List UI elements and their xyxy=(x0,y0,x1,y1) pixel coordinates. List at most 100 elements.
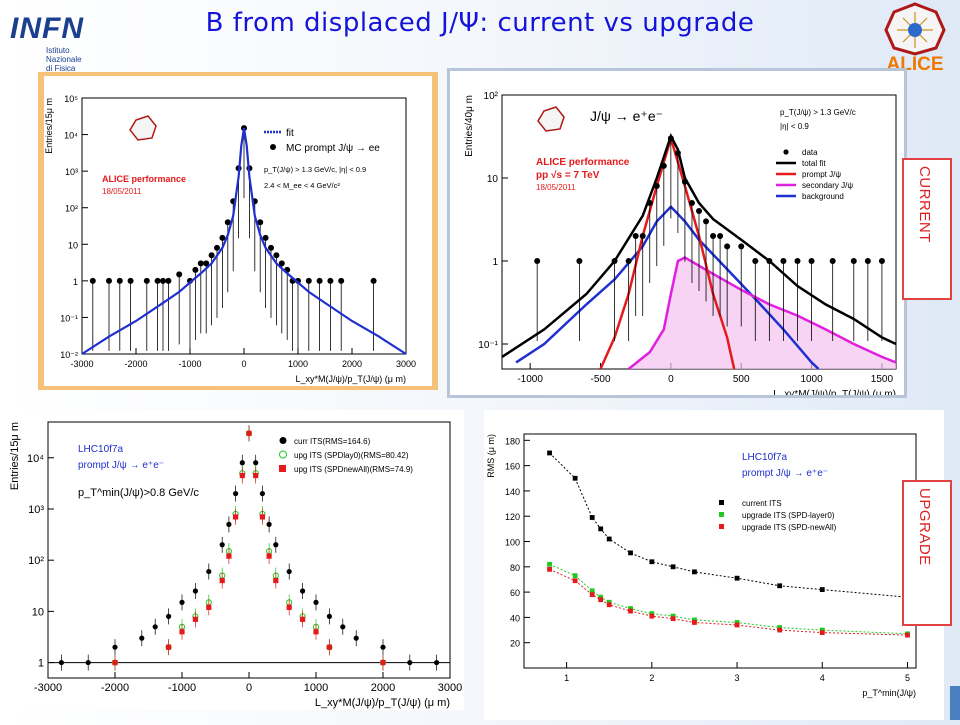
rms-y-tick-label: 180 xyxy=(505,436,520,446)
fit-data-point xyxy=(646,199,653,206)
fit-x-tick-label: -1000 xyxy=(517,374,543,385)
its-data-point xyxy=(273,542,279,548)
fit-legend-label: background xyxy=(802,192,844,201)
chart-data-fit: -1000 -500 0 500 1000 1500 10⁻¹ 1 10 10² L_xy*M(J/… xyxy=(464,91,897,400)
rms-y-tick-label: 80 xyxy=(510,563,520,573)
mc-fit-line xyxy=(81,127,407,355)
panel-its-compare: -3000 -2000 -1000 0 1000 2000 3000 1 10 10² 10³ 10⁴… xyxy=(4,410,464,710)
fit-data-point xyxy=(625,258,632,265)
mc-y-tick-label: 10 xyxy=(68,240,78,250)
rms-data-point xyxy=(777,583,783,589)
its-data-point xyxy=(286,568,292,575)
mc-data-point xyxy=(370,277,377,284)
infn-logo: INFN Istituto Nazionale di Fisica Nuclea… xyxy=(4,2,104,82)
rms-data-point xyxy=(734,622,740,628)
its-legend-swatch xyxy=(279,437,287,444)
rms-data-point xyxy=(734,620,740,625)
its-y-tick-label: 10² xyxy=(28,555,44,567)
its-data-point xyxy=(219,577,225,584)
mc-x-tick-label: 1000 xyxy=(288,359,308,369)
fit-annotation-eta: |η| < 0.9 xyxy=(780,122,809,131)
rms-plot-frame xyxy=(523,433,917,669)
rms-x-tick-label: 2 xyxy=(649,673,654,683)
rms-legend-swatch xyxy=(719,500,724,505)
mc-data-point xyxy=(160,277,166,284)
mc-annotation-cuts: p_T(J/ψ) > 1.3 GeV/c, |η| < 0.9 xyxy=(264,165,366,174)
panel-rms-vs-pt: 1 2 3 4 5 20 40 60 80 100 120 140 160 180 p_T^min(J/ψ)… xyxy=(484,410,944,720)
its-x-axis-label: L_xy*M(J/ψ)/p_T(J/ψ) (μ m) xyxy=(315,697,450,709)
fit-y-tick-label: 10⁻¹ xyxy=(478,340,498,351)
its-y-tick-label: 10³ xyxy=(28,504,44,516)
panel-data-fit: -1000 -500 0 500 1000 1500 10⁻¹ 1 10 10² L_xy*M(J/… xyxy=(450,71,904,400)
fit-y-axis-label: Entries/40μ m xyxy=(464,95,475,157)
its-data-point xyxy=(300,588,306,594)
rms-y-tick-label: 100 xyxy=(505,538,520,548)
its-data-point xyxy=(206,604,212,610)
alice-emblem-icon xyxy=(884,2,946,56)
its-x-tick-label: -2000 xyxy=(101,682,129,694)
mc-data-point xyxy=(106,277,112,284)
its-title: LHC10f7a xyxy=(78,444,123,455)
fit-legend-label: data xyxy=(802,148,818,157)
slide-title: B from displaced J/Ψ: current vs upgrade xyxy=(205,8,755,38)
fit-data-point xyxy=(703,218,710,225)
fit-data-point xyxy=(717,233,724,240)
rms-data-point xyxy=(670,616,676,622)
rms-data-point xyxy=(547,450,552,456)
rms-legend-swatch xyxy=(719,512,724,517)
mc-y-tick-label: 10⁻² xyxy=(60,350,78,360)
mc-x-axis-label: L_xy*M(J/ψ)/p_T(J/ψ) (μ m) xyxy=(295,374,406,384)
its-x-tick-label: 0 xyxy=(246,682,252,694)
fit-data-point xyxy=(653,183,660,190)
its-data-point xyxy=(407,659,413,666)
fit-annotation-pt: p_T(J/ψ) > 1.3 GeV/c xyxy=(780,108,856,117)
rms-data-point xyxy=(819,587,825,592)
fit-data-point xyxy=(794,258,801,265)
its-data-point xyxy=(326,644,332,650)
mc-x-tick-label: -3000 xyxy=(70,359,93,369)
its-data-point xyxy=(313,629,319,635)
its-data-point xyxy=(300,616,306,622)
rms-data-point xyxy=(819,630,825,635)
rms-data-point xyxy=(692,569,697,575)
rms-data-point xyxy=(819,627,825,633)
fit-legend-label: secondary J/ψ xyxy=(802,181,853,190)
fit-data-point xyxy=(878,258,885,265)
mc-y-tick-label: 10⁻¹ xyxy=(60,313,78,323)
its-data-point xyxy=(259,490,265,497)
mc-y-axis-label: Entries/15μ m xyxy=(44,98,54,154)
fit-data-point xyxy=(766,258,773,265)
rms-data-point xyxy=(692,617,697,623)
fit-data-point xyxy=(850,258,857,265)
fit-data-point xyxy=(710,233,717,240)
mc-x-tick-label: -1000 xyxy=(178,359,201,369)
its-data-point xyxy=(326,613,332,619)
mc-y-tick-label: 10² xyxy=(65,204,78,214)
rms-y-tick-label: 40 xyxy=(510,613,520,623)
chart-mc-prompt: -3000 -2000 -1000 0 1000 2000 3000 10⁻² 10⁻¹ 1 10 1… xyxy=(44,94,416,384)
its-data-point xyxy=(226,553,232,559)
fit-data-point xyxy=(681,178,688,185)
rms-data-point xyxy=(628,606,633,611)
chart-its-compare: -3000 -2000 -1000 0 1000 2000 3000 1 10 10² 10³ 10⁴… xyxy=(9,421,462,709)
mc-data-point xyxy=(197,260,204,267)
its-data-point xyxy=(340,624,346,630)
its-y-axis-label: Entries/15μ m xyxy=(9,422,21,490)
mc-data-point xyxy=(224,219,231,226)
its-y-tick-label: 1 xyxy=(38,658,44,670)
fit-total-line xyxy=(501,132,897,358)
rms-data-point xyxy=(628,608,633,614)
rms-data-point xyxy=(649,611,655,617)
mc-data-point xyxy=(257,219,264,226)
its-y-tick-label: 10⁴ xyxy=(27,453,44,465)
its-data-point xyxy=(233,490,239,497)
rms-y-tick-label: 60 xyxy=(510,588,520,598)
its-data-point xyxy=(112,644,118,650)
rms-subtitle: prompt J/ψ → e⁺e⁻ xyxy=(742,468,828,479)
mc-data-point xyxy=(176,271,183,278)
rms-y-tick-label: 140 xyxy=(505,487,520,497)
its-data-point xyxy=(380,659,386,666)
its-data-point xyxy=(85,659,91,666)
rms-y-tick-label: 20 xyxy=(510,639,520,649)
its-data-point xyxy=(166,613,172,619)
